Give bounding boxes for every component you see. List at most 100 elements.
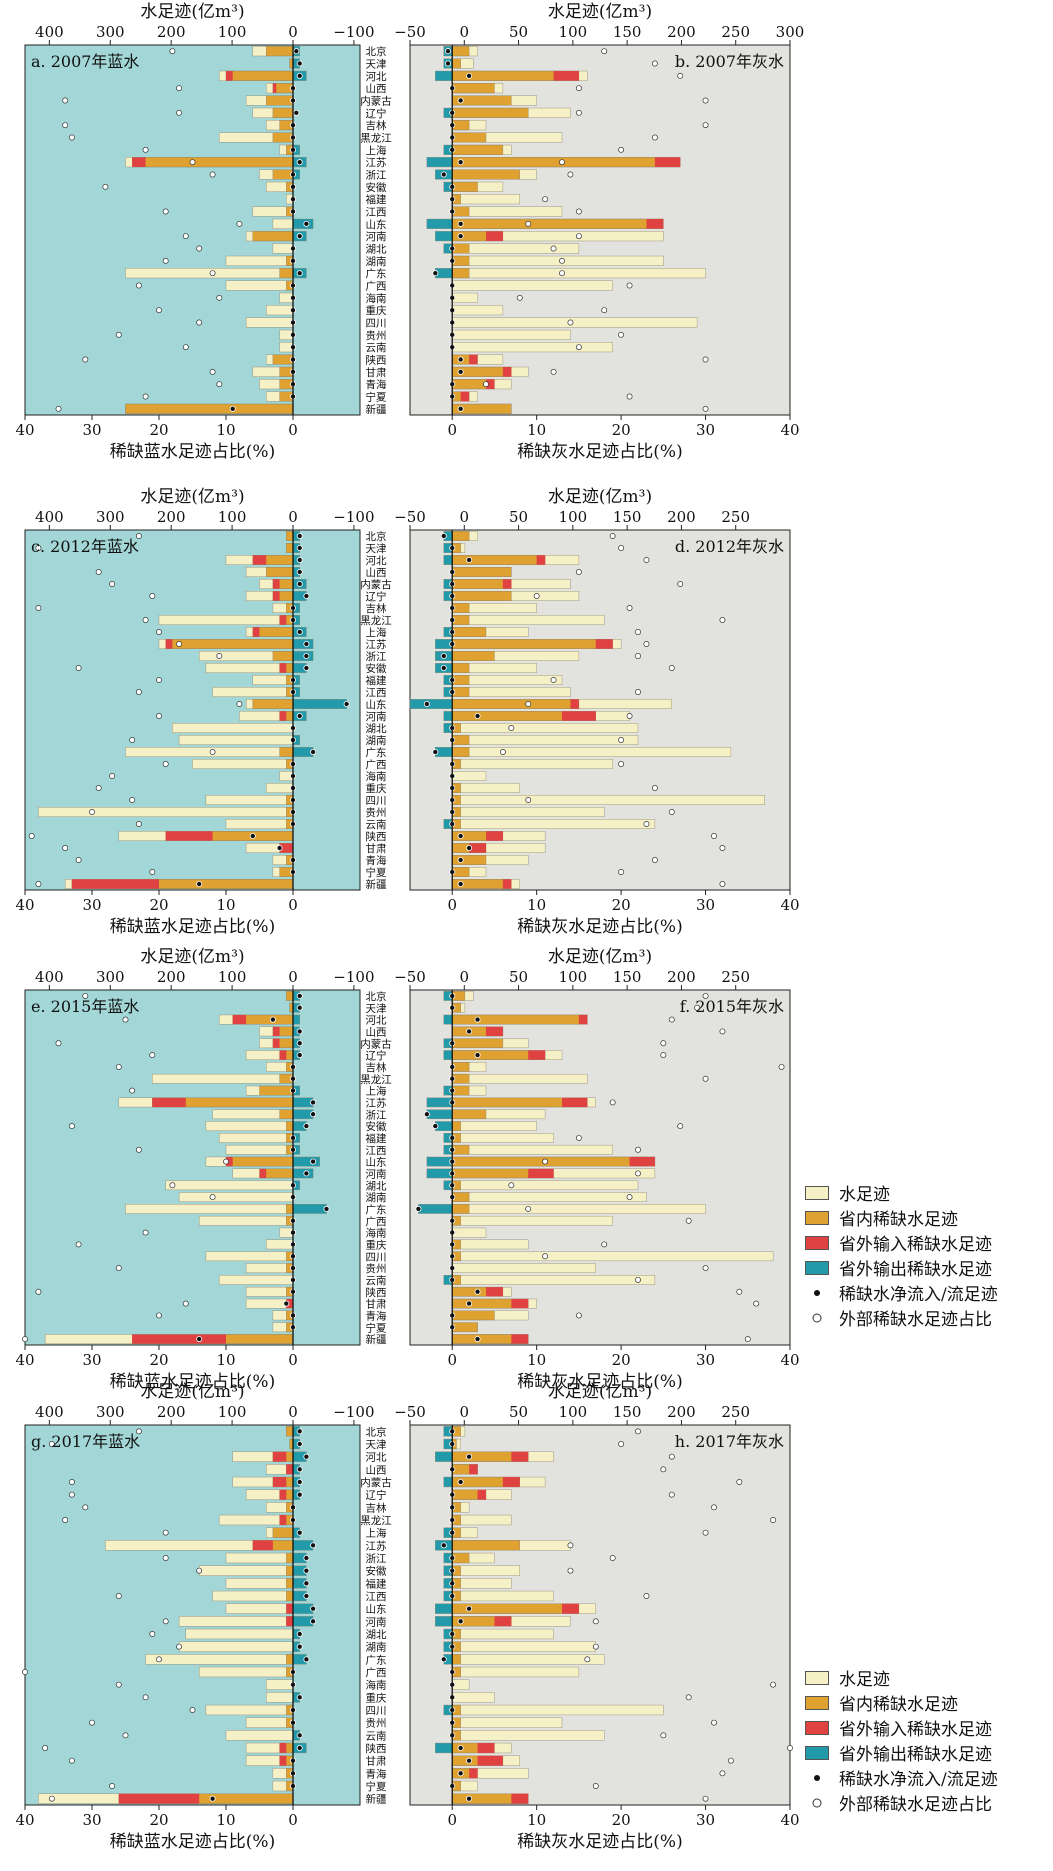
bottom-tick-label: 20 [612,1351,631,1369]
external-share-marker [635,653,641,659]
net-flow-marker [296,569,303,576]
intra-scarce-bar [452,639,613,649]
legend-label: 水足迹 [839,1670,890,1690]
net-flow-marker [466,1757,473,1764]
star-marker-icon [805,1286,829,1300]
bottom-tick-label: 10 [527,896,546,914]
external-share-marker [626,1194,633,1201]
external-share-marker [62,845,69,851]
water-footprint-bar [185,1628,294,1640]
intra-scarce-bar [279,268,294,279]
intra-scarce-bar [452,579,512,589]
bottom-tick-label: 10 [216,896,235,914]
top-tick-label: 200 [157,968,186,986]
province-label: 海南 [366,292,387,305]
inflow-scarce-bar [578,1014,588,1025]
bottom-tick-label: 0 [447,1351,457,1369]
net-flow-marker [296,992,303,999]
water-footprint-bar [452,615,605,625]
external-share-marker [719,1028,726,1035]
inflow-scarce-bar [272,83,277,93]
province-label: 贵州 [366,329,387,342]
water-footprint-bar [452,292,478,303]
inflow-scarce-bar [494,1616,512,1627]
bottom-tick-label: 40 [15,421,34,439]
water-footprint-bar [225,819,294,829]
intra-scarce-bar [452,1540,520,1551]
panel-title: f. 2015年灰水 [680,997,784,1016]
net-flow-marker [296,1479,303,1486]
water-footprint-bar [452,1654,605,1665]
water-footprint-bar [452,747,732,757]
province-label: 河南 [366,1615,387,1628]
external-share-marker [719,1770,726,1777]
external-share-marker [176,641,183,647]
province-label: 黑龙江 [360,132,392,145]
province-label: 湖北 [366,1629,387,1641]
top-tick-label: 250 [721,23,750,41]
top-tick-label: 150 [613,968,642,986]
net-flow-marker [457,1479,464,1486]
bottom-axis-label: 稀缺灰水足迹占比(%) [517,1372,682,1392]
province-label: 安徽 [366,1565,387,1578]
external-share-marker [115,1063,122,1070]
top-tick-label: −100 [333,23,374,41]
water-footprint-bar [225,280,294,291]
province-label: 四川 [366,1705,387,1717]
province-label: 浙江 [366,1109,387,1121]
inflow-scarce-bar [165,639,173,649]
external-share-marker [677,581,684,587]
external-share-marker [169,48,176,55]
top-tick-label: 250 [721,968,750,986]
inflow-scarce-bar [562,1603,579,1614]
net-flow-marker [310,1618,317,1625]
water-footprint-bar [212,1590,294,1602]
inflow-scarce-bar [165,831,213,841]
province-label: 青海 [366,1309,387,1322]
external-share-marker [711,1719,717,1726]
water-footprint-bar [178,1616,294,1627]
province-label: 浙江 [366,170,387,182]
net-flow-marker [296,159,303,166]
external-share-marker [702,405,709,412]
external-share-marker [189,159,196,166]
legend-swatch [805,1745,829,1760]
water-footprint-bar [452,1251,774,1262]
net-flow-marker [444,60,451,67]
bottom-tick-label: 0 [288,1811,298,1829]
water-footprint-bar [165,1180,294,1191]
intra-scarce-bar [125,403,294,414]
top-tick-label: −100 [333,968,374,986]
water-footprint-bar [452,1263,596,1273]
inflow-scarce-bar [226,71,233,81]
top-tick-label: 200 [157,23,186,41]
province-label: 青海 [366,1767,387,1780]
top-tick-label: 150 [613,23,642,41]
plot-area-f [409,989,791,1346]
province-label: 湖北 [366,244,387,256]
water-footprint-bar [452,1144,613,1155]
intra-scarce-bar [286,1578,294,1589]
external-share-marker [592,1618,599,1625]
external-share-marker [55,405,62,412]
plot-area-g [24,1424,361,1806]
external-share-marker [702,1265,709,1272]
intra-scarce-bar [286,1590,294,1602]
inflow-scarce-bar [286,1603,293,1614]
intra-scarce-bar [279,747,294,757]
water-footprint-bar [452,723,639,733]
province-label: 广东 [366,267,387,280]
external-share-marker [559,257,565,264]
water-footprint-bar [212,687,294,697]
province-label: 江西 [366,687,387,699]
net-flow-marker [457,881,464,888]
province-label: 湖北 [366,723,387,735]
water-footprint-bar [452,1717,563,1728]
panel-title: a. 2007年蓝水 [31,52,139,71]
bottom-axis-label: 稀缺灰水足迹占比(%) [517,1832,682,1852]
external-share-marker [135,821,142,827]
net-flow-marker [457,159,464,166]
net-flow-marker [303,220,310,227]
bottom-tick-label: 0 [447,421,457,439]
province-label: 黑龙江 [360,1073,392,1086]
